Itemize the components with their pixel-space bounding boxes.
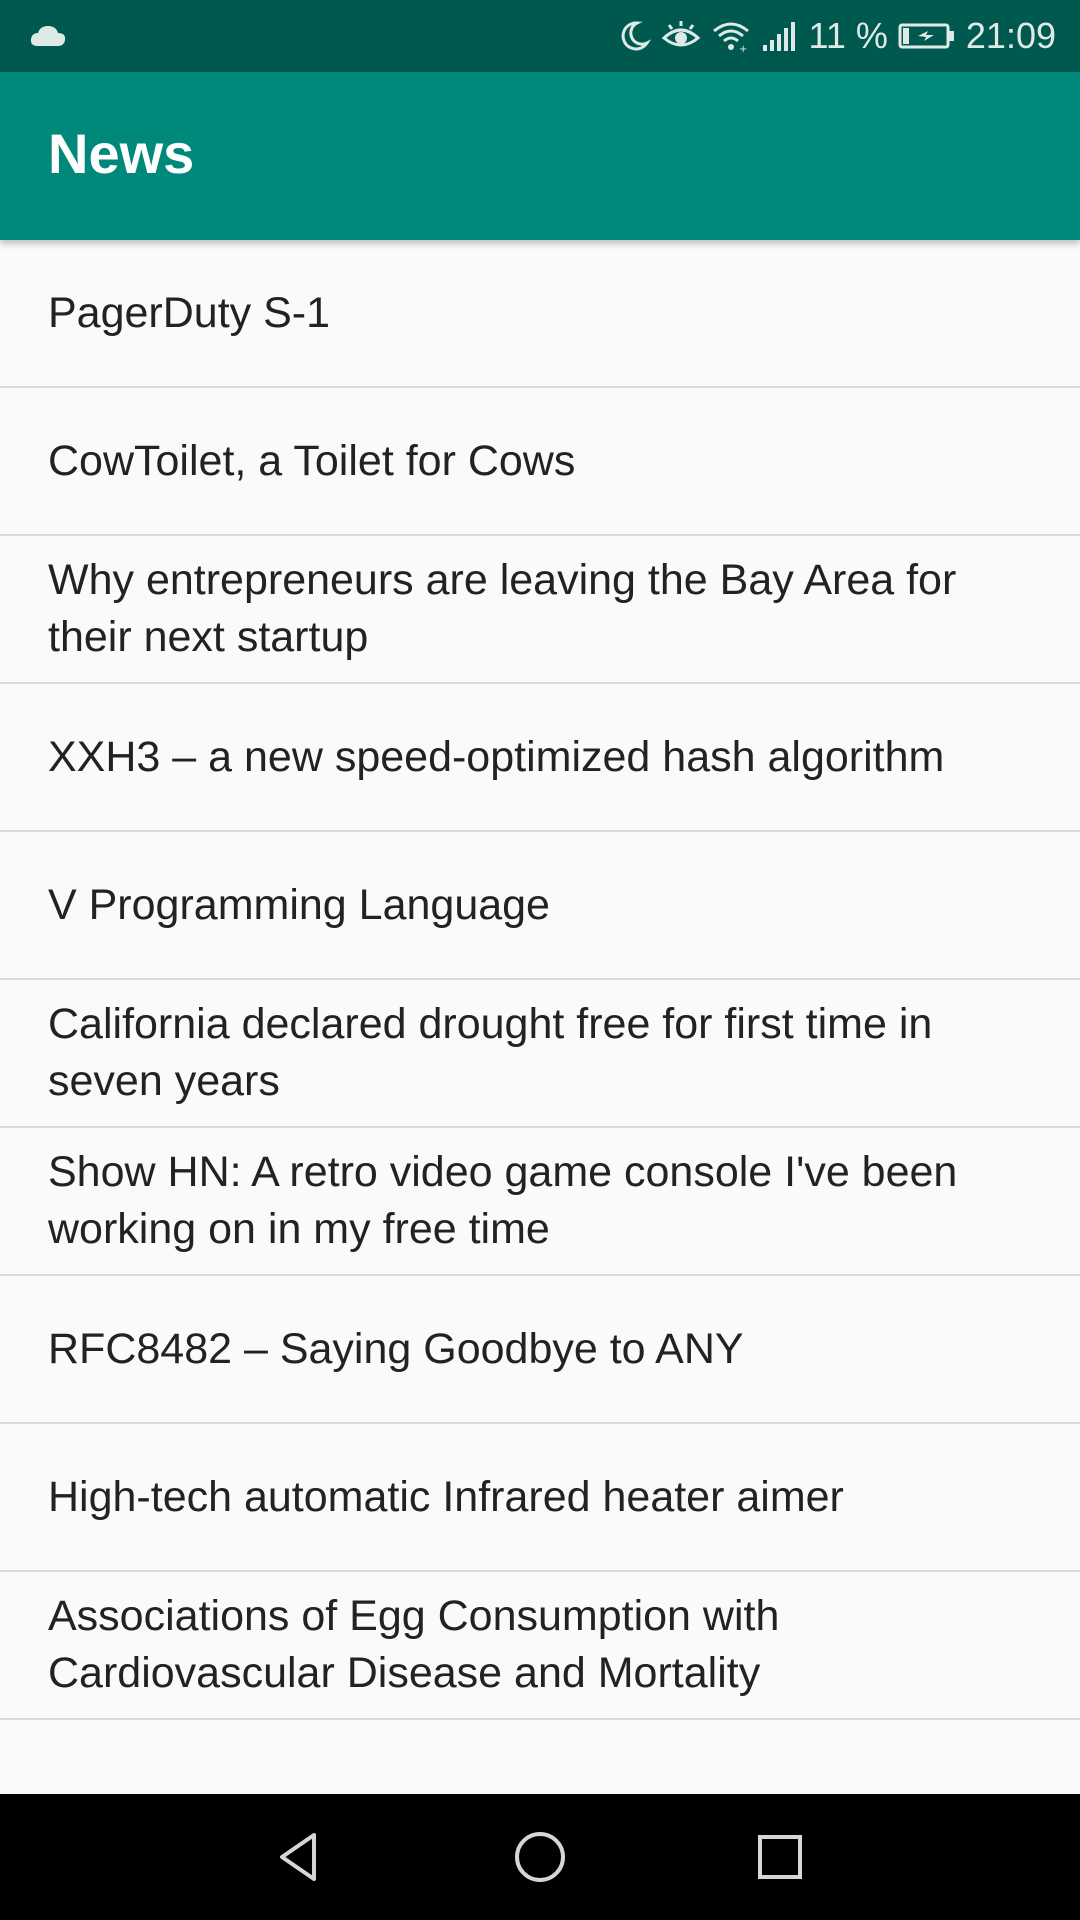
list-item[interactable]: RFC8482 – Saying Goodbye to ANY xyxy=(0,1276,1080,1424)
news-title: Associations of Egg Consumption with Car… xyxy=(48,1592,780,1697)
list-item[interactable]: PagerDuty S-1 xyxy=(0,240,1080,388)
battery-percent: 11 % xyxy=(808,15,888,56)
list-item[interactable]: California declared drought free for fir… xyxy=(0,980,1080,1128)
news-list: PagerDuty S-1 CowToilet, a Toilet for Co… xyxy=(0,240,1080,1720)
list-item[interactable]: Show HN: A retro video game console I've… xyxy=(0,1128,1080,1276)
list-item[interactable]: High-tech automatic Infrared heater aime… xyxy=(0,1424,1080,1572)
app-bar: News xyxy=(0,72,1080,240)
news-title: Why entrepreneurs are leaving the Bay Ar… xyxy=(48,556,957,661)
news-title: CowToilet, a Toilet for Cows xyxy=(48,436,576,485)
page-title: News xyxy=(48,122,195,185)
navigation-bar xyxy=(0,1794,1080,1920)
list-item[interactable]: Associations of Egg Consumption with Car… xyxy=(0,1572,1080,1720)
back-icon[interactable] xyxy=(240,1794,360,1920)
list-item[interactable]: XXH3 – a new speed-optimized hash algori… xyxy=(0,684,1080,832)
recents-icon[interactable] xyxy=(720,1794,840,1920)
list-item[interactable]: CowToilet, a Toilet for Cows xyxy=(0,388,1080,536)
signal-icon xyxy=(761,19,799,53)
clock: 21:09 xyxy=(965,15,1056,56)
moon-icon xyxy=(617,19,651,53)
cloud-icon xyxy=(28,18,68,54)
status-bar: + 11 % 21:09 xyxy=(0,0,1080,72)
news-title: V Programming Language xyxy=(48,880,550,929)
news-title: XXH3 – a new speed-optimized hash algori… xyxy=(48,732,945,781)
wifi-icon: + xyxy=(711,19,751,53)
home-icon[interactable] xyxy=(480,1794,600,1920)
news-title: RFC8482 – Saying Goodbye to ANY xyxy=(48,1324,744,1373)
list-item[interactable]: Why entrepreneurs are leaving the Bay Ar… xyxy=(0,536,1080,684)
eye-icon xyxy=(661,19,701,53)
news-title: PagerDuty S-1 xyxy=(48,288,331,337)
news-title: High-tech automatic Infrared heater aime… xyxy=(48,1472,844,1521)
status-icons: + 11 % 21:09 xyxy=(617,0,1056,72)
list-item[interactable]: V Programming Language xyxy=(0,832,1080,980)
news-title: California declared drought free for fir… xyxy=(48,1000,933,1105)
battery-charging-icon xyxy=(898,19,956,53)
svg-text:+: + xyxy=(739,44,747,53)
news-title: Show HN: A retro video game console I've… xyxy=(48,1148,958,1253)
